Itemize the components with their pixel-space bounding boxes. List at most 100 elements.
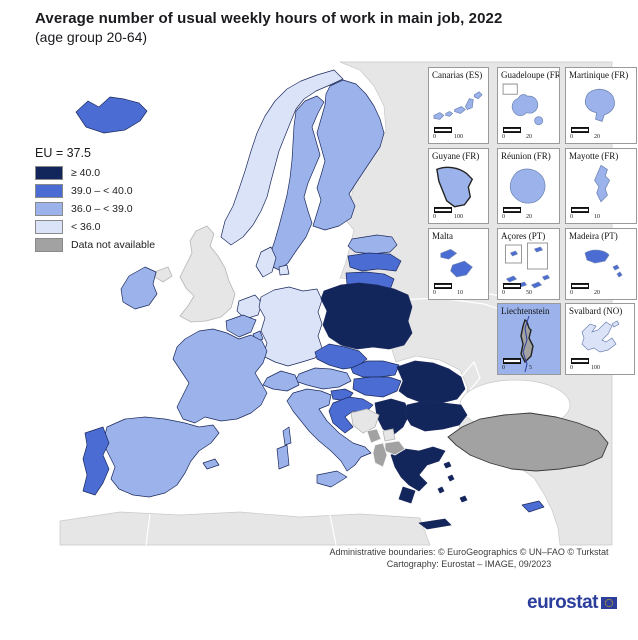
inset-scalebar — [503, 127, 521, 133]
legend-label-nodata: Data not available — [71, 239, 156, 251]
legend-swatch-c4 — [35, 220, 63, 234]
legend-item-c3: 36.0 – < 39.0 — [35, 200, 155, 218]
country-netherlands — [236, 294, 263, 320]
country-croatia — [328, 396, 374, 434]
country-united-kingdom — [179, 225, 236, 323]
country-bulgaria — [404, 400, 468, 432]
inset-shape — [433, 91, 483, 120]
inset-scalebar — [434, 207, 452, 213]
inset-shape — [440, 248, 473, 278]
other-land-africa — [59, 511, 431, 546]
eu-flag-icon — [600, 597, 617, 609]
inset-liechtenstein: Liechtenstein 0 5 — [497, 303, 561, 375]
legend-swatch-c3 — [35, 202, 63, 216]
inset-title: Malta — [432, 231, 453, 241]
inset-scale-numbers: 0 100 — [570, 365, 600, 371]
inset-title: Madeira (PT) — [569, 231, 618, 241]
footer-boundaries: Administrative boundaries: © EuroGeograp… — [329, 547, 609, 557]
country-greece-islands — [437, 461, 468, 503]
eurostat-logo: eurostat — [527, 592, 617, 614]
map-title-block: Average number of usual weekly hours of … — [35, 10, 502, 45]
inset-scalebar — [503, 358, 521, 364]
country-greece-peloponnese — [398, 486, 416, 504]
inset-canarias-es-: Canarias (ES) 0 100 — [428, 67, 489, 144]
country-sicily — [316, 470, 348, 488]
inset-scale-numbers: 0 50 — [502, 290, 532, 296]
inset-a-ores-pt-: Açores (PT) 0 50 — [497, 228, 560, 300]
inset-title: Réunion (FR) — [501, 151, 551, 161]
inset-scalebar — [503, 207, 521, 213]
inset-shape — [581, 320, 620, 353]
legend-item-c4: < 36.0 — [35, 218, 155, 236]
inset-scale-numbers: 0 20 — [570, 290, 600, 296]
inset-scale-numbers: 0 20 — [570, 134, 600, 140]
country-ireland — [120, 266, 158, 310]
legend-swatch-nodata — [35, 238, 63, 252]
inset-title: Liechtenstein — [501, 306, 550, 316]
inset-scalebar — [571, 127, 589, 133]
country-montenegro — [366, 428, 382, 444]
inset-mayotte-fr-: Mayotte (FR) 0 10 — [565, 148, 637, 224]
country-turkiye — [447, 412, 609, 472]
country-albania — [372, 442, 388, 468]
inset-scale-numbers: 0 10 — [570, 214, 600, 220]
inset-svalbard-no-: Svalbard (NO) 0 100 — [565, 303, 635, 375]
inset-scalebar — [571, 358, 589, 364]
country-sweden — [268, 95, 325, 271]
country-cyprus — [521, 500, 545, 513]
country-finland — [312, 79, 385, 231]
inset-r-union-fr-: Réunion (FR) 0 20 — [497, 148, 560, 224]
inset-scalebar — [434, 283, 452, 289]
country-estonia — [347, 234, 398, 255]
inset-shape — [520, 316, 534, 372]
country-poland — [320, 282, 413, 350]
footer-cartography: Cartography: Eurostat – IMAGE, 09/2023 — [386, 559, 552, 569]
country-iceland — [75, 96, 148, 134]
country-italy — [286, 388, 372, 472]
legend-label-c4: < 36.0 — [71, 221, 101, 233]
inset-title: Açores (PT) — [501, 231, 546, 241]
country-northern-ireland — [154, 266, 173, 283]
country-bosnia — [350, 408, 380, 434]
country-hungary — [352, 376, 402, 398]
inset-scale-numbers: 0 10 — [433, 290, 463, 296]
inset-scale-numbers: 0 100 — [433, 134, 463, 140]
inset-shape — [584, 88, 615, 122]
legend-rows: ≥ 40.0 39.0 – < 40.0 36.0 – < 39.0 < 36.0 Da… — [35, 164, 155, 254]
country-spain — [102, 416, 220, 498]
country-latvia — [347, 252, 402, 272]
inset-title: Svalbard (NO) — [569, 306, 623, 316]
inset-scalebar — [571, 207, 589, 213]
country-norway — [220, 69, 344, 246]
legend: EU = 37.5 ≥ 40.0 39.0 – < 40.0 36.0 – < 39… — [35, 146, 155, 254]
legend-item-c2: 39.0 – < 40.0 — [35, 182, 155, 200]
country-switzerland — [262, 370, 300, 392]
inset-shape — [584, 249, 623, 278]
inset-shape — [502, 83, 544, 126]
legend-item-nodata: Data not available — [35, 236, 155, 254]
page-subtitle: (age group 20-64) — [35, 29, 148, 45]
legend-label-c1: ≥ 40.0 — [71, 167, 101, 179]
inset-shape — [505, 242, 551, 289]
inset-title: Guadeloupe (FR) — [501, 70, 559, 80]
legend-item-c1: ≥ 40.0 — [35, 164, 155, 182]
inset-shape — [436, 166, 474, 208]
country-corsica — [282, 426, 292, 446]
country-slovakia — [350, 360, 400, 378]
legend-swatch-c2 — [35, 184, 63, 198]
inset-title: Canarias (ES) — [432, 70, 483, 80]
country-serbia — [374, 398, 410, 436]
inset-scale-numbers: 0 100 — [433, 214, 463, 220]
legend-label-c2: 39.0 – < 40.0 — [71, 185, 133, 197]
country-greece-crete — [418, 518, 452, 530]
inset-scalebar — [571, 283, 589, 289]
country-romania — [396, 360, 466, 404]
inset-title: Mayotte (FR) — [569, 151, 619, 161]
country-greece — [390, 446, 446, 492]
country-balearic-islands — [202, 458, 220, 470]
page-title: Average number of usual weekly hours of … — [35, 10, 503, 27]
country-germany — [258, 286, 323, 367]
country-denmark — [255, 246, 277, 278]
country-belgium — [225, 314, 257, 338]
